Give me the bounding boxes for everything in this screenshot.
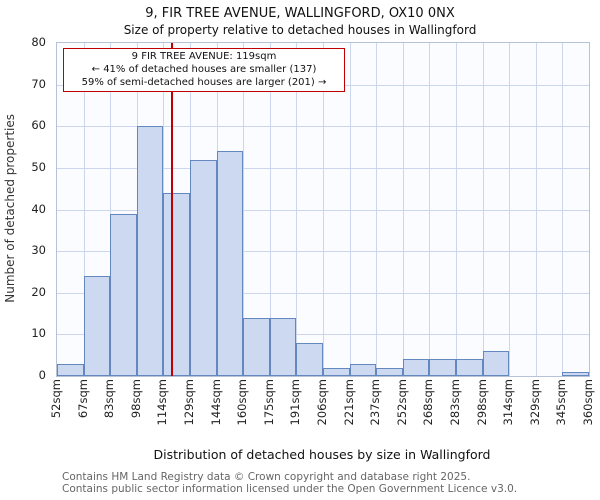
footer-attribution-line-1: Contains HM Land Registry data © Crown c… <box>62 471 471 483</box>
histogram-bar <box>349 363 377 376</box>
histogram-bar <box>456 359 483 376</box>
property-size-marker-line <box>171 43 174 376</box>
x-tick-label: 83sqm <box>102 379 117 419</box>
x-tick-label: 191sqm <box>288 379 303 426</box>
histogram-bar <box>216 151 244 376</box>
x-tick-label: 283sqm <box>448 379 462 426</box>
gridline-vertical <box>323 43 324 376</box>
histogram-bar <box>163 192 190 376</box>
x-tick-label: 314sqm <box>501 379 516 426</box>
x-tick-label: 98sqm <box>128 379 143 419</box>
y-tick-label: 50 <box>31 159 46 174</box>
x-tick-label: 67sqm <box>75 379 90 419</box>
histogram-bar <box>429 359 456 376</box>
histogram-bar <box>190 159 217 376</box>
y-tick-label: 60 <box>31 118 46 133</box>
x-tick-label: 52sqm <box>49 379 63 419</box>
x-axis-ticks: 52sqm 67sqm 83sqm 98sqm 114sqm 129sqm 144sqm 16… <box>49 379 595 443</box>
histogram-bar <box>296 342 323 376</box>
gridline-vertical <box>296 43 298 376</box>
annotation-line-address: 9 FIR TREE AVENUE: 119sqm <box>131 51 277 62</box>
histogram-bar <box>57 363 84 376</box>
y-axis-ticks: 0 10 20 30 40 50 60 70 80 <box>0 35 50 382</box>
x-tick-label: 298sqm <box>474 379 489 426</box>
histogram-bar <box>243 317 270 376</box>
gridline-vertical <box>482 43 484 376</box>
x-tick-label: 129sqm <box>182 379 196 426</box>
footer-attribution-line-2: Contains public sector information licen… <box>62 483 518 495</box>
x-tick-label: 268sqm <box>421 379 436 426</box>
y-tick-label: 10 <box>31 326 46 341</box>
gridline-vertical <box>429 43 431 376</box>
gridline-vertical <box>243 43 245 376</box>
histogram-bar <box>402 359 430 376</box>
gridline-vertical <box>562 43 564 376</box>
gridline-vertical <box>376 43 378 376</box>
x-tick-label: 114sqm <box>155 379 170 426</box>
x-tick-label: 329sqm <box>527 379 542 426</box>
histogram-bar <box>323 367 350 376</box>
gridline-vertical <box>110 43 112 376</box>
gridline-vertical <box>509 43 511 376</box>
gridline-vertical <box>83 43 85 376</box>
histogram-bar <box>482 351 510 376</box>
x-tick-label: 144sqm <box>208 379 223 426</box>
y-tick-label: 80 <box>31 35 46 49</box>
gridline-vertical <box>402 43 404 376</box>
y-tick-label: 70 <box>31 76 46 91</box>
y-tick-label: 0 <box>38 368 46 382</box>
annotation-line-larger: 59% of semi-detached houses are larger (… <box>81 76 327 88</box>
gridline-vertical <box>349 43 351 376</box>
chart-title: 9, FIR TREE AVENUE, WALLINGFORD, OX10 0N… <box>145 6 455 21</box>
annotation-box: 9 FIR TREE AVENUE: 119sqm ← 41% of detac… <box>63 48 345 93</box>
x-tick-label: 160sqm <box>235 379 250 426</box>
gridline-vertical <box>535 43 537 376</box>
x-tick-label: 360sqm <box>581 379 595 426</box>
y-tick-label: 20 <box>31 284 46 299</box>
chart-subtitle: Size of property relative to detached ho… <box>123 23 477 37</box>
x-tick-label: 221sqm <box>341 379 356 426</box>
plot-area: 9 FIR TREE AVENUE: 119sqm ← 41% of detac… <box>56 42 590 377</box>
histogram-bar <box>83 276 111 376</box>
x-tick-label: 345sqm <box>554 379 569 426</box>
y-tick-label: 40 <box>31 201 46 216</box>
histogram-bar <box>136 126 164 376</box>
gridline-vertical <box>456 43 457 376</box>
annotation-line-smaller: ← 41% of detached houses are smaller (13… <box>91 63 317 75</box>
x-axis-label: Distribution of detached houses by size … <box>153 447 491 462</box>
histogram-bar <box>110 213 137 376</box>
x-tick-label: 206sqm <box>315 379 329 426</box>
gridline-vertical <box>269 43 271 376</box>
histogram-bar <box>376 367 403 376</box>
x-tick-label: 237sqm <box>368 379 383 426</box>
histogram-bar <box>269 317 297 376</box>
x-tick-label: 175sqm <box>261 379 276 426</box>
histogram-bar <box>562 371 589 376</box>
x-tick-label: 252sqm <box>394 379 409 426</box>
y-tick-label: 30 <box>31 243 46 258</box>
